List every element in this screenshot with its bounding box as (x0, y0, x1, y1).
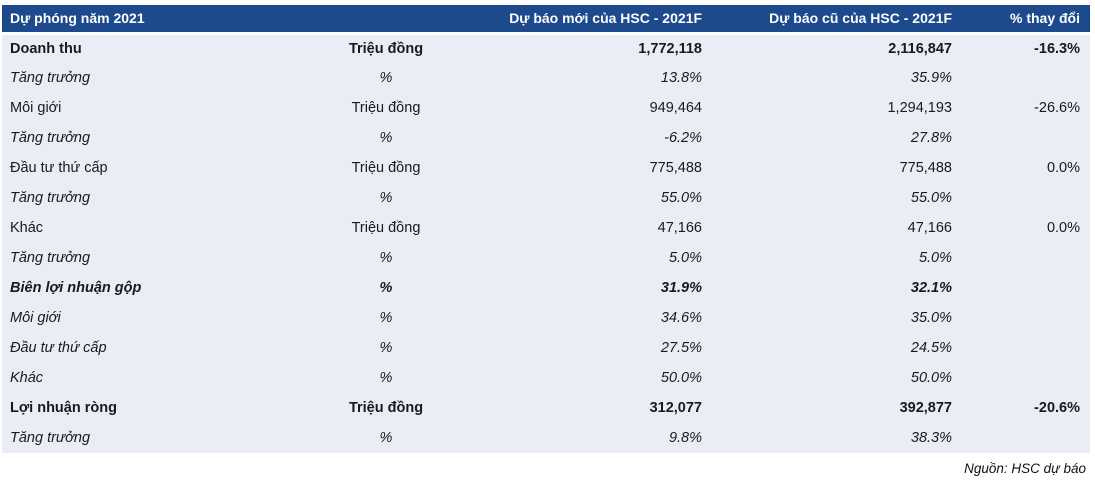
row-label: Đầu tư thứ cấp (2, 333, 307, 363)
row-unit: % (307, 123, 467, 153)
source-note: Nguồn: HSC dự báo (964, 461, 1086, 476)
table-row: Khác Triệu đồng 47,166 47,166 0.0% (2, 213, 1090, 243)
table-row: Biên lợi nhuận gộp% 31.9% 32.1% (2, 273, 1090, 303)
row-label: Tăng trưởng (2, 123, 307, 153)
row-unit: Triệu đồng (307, 213, 467, 243)
row-new-value: 13.8% (467, 63, 712, 93)
row-unit: Triệu đồng (307, 93, 467, 123)
row-new-value: 5.0% (467, 243, 712, 273)
row-unit: Triệu đồng (307, 393, 467, 423)
row-new-value: -6.2% (467, 123, 712, 153)
row-label: Khác (2, 363, 307, 393)
row-change-value (962, 363, 1090, 393)
row-new-value: 27.5% (467, 333, 712, 363)
row-new-value: 9.8% (467, 423, 712, 453)
header-row: Dự phóng năm 2021 Dự báo mới của HSC - 2… (2, 5, 1090, 35)
table-row: Tăng trưởng% 9.8% 38.3% (2, 423, 1090, 453)
row-old-value: 50.0% (712, 363, 962, 393)
row-new-value: 775,488 (467, 153, 712, 183)
row-old-value: 1,294,193 (712, 93, 962, 123)
row-change-value (962, 303, 1090, 333)
row-old-value: 5.0% (712, 243, 962, 273)
header-percent-change: % thay đổi (962, 5, 1090, 35)
forecast-table-body: Doanh thu Triệu đồng 1,772,118 2,116,847 -16… (2, 33, 1090, 453)
table-row: Môi giới Triệu đồng 949,464 1,294,193 -26.6% (2, 93, 1090, 123)
row-new-value: 55.0% (467, 183, 712, 213)
row-old-value: 38.3% (712, 423, 962, 453)
table-row: Môi giới% 34.6% 35.0% (2, 303, 1090, 333)
row-label: Biên lợi nhuận gộp (2, 273, 307, 303)
forecast-table: Dự phóng năm 2021 Dự báo mới của HSC - 2… (2, 5, 1090, 453)
row-unit: % (307, 363, 467, 393)
table-row: Tăng trưởng% 5.0% 5.0% (2, 243, 1090, 273)
row-unit: % (307, 183, 467, 213)
table-row: Lợi nhuận ròng Triệu đồng 312,077 392,877 -2… (2, 393, 1090, 423)
header-unit-column (307, 5, 467, 35)
row-new-value: 31.9% (467, 273, 712, 303)
row-label: Môi giới (2, 303, 307, 333)
row-change-value (962, 63, 1090, 93)
table-row: Doanh thu Triệu đồng 1,772,118 2,116,847 -16… (2, 33, 1090, 63)
row-unit: Triệu đồng (307, 153, 467, 183)
row-old-value: 24.5% (712, 333, 962, 363)
table-row: Tăng trưởng% 13.8% 35.9% (2, 63, 1090, 93)
row-new-value: 34.6% (467, 303, 712, 333)
row-unit: % (307, 63, 467, 93)
row-old-value: 32.1% (712, 273, 962, 303)
row-new-value: 949,464 (467, 93, 712, 123)
row-old-value: 775,488 (712, 153, 962, 183)
row-new-value: 1,772,118 (467, 33, 712, 63)
row-unit: % (307, 303, 467, 333)
row-label: Tăng trưởng (2, 423, 307, 453)
row-old-value: 47,166 (712, 213, 962, 243)
row-label: Đầu tư thứ cấp (2, 153, 307, 183)
row-label: Khác (2, 213, 307, 243)
row-old-value: 35.9% (712, 63, 962, 93)
row-new-value: 312,077 (467, 393, 712, 423)
row-old-value: 2,116,847 (712, 33, 962, 63)
row-new-value: 50.0% (467, 363, 712, 393)
row-old-value: 392,877 (712, 393, 962, 423)
row-label: Môi giới (2, 93, 307, 123)
table-row: Đầu tư thứ cấp% 27.5% 24.5% (2, 333, 1090, 363)
table-row: Khác% 50.0% 50.0% (2, 363, 1090, 393)
row-change-value (962, 123, 1090, 153)
table-row: Tăng trưởng% -6.2% 27.8% (2, 123, 1090, 153)
row-unit: % (307, 423, 467, 453)
header-new-forecast: Dự báo mới của HSC - 2021F (467, 5, 712, 35)
row-label: Tăng trưởng (2, 243, 307, 273)
row-label: Lợi nhuận ròng (2, 393, 307, 423)
row-unit: % (307, 273, 467, 303)
table-row: Đầu tư thứ cấp Triệu đồng 775,488 775,488 0.… (2, 153, 1090, 183)
header-title: Dự phóng năm 2021 (2, 5, 307, 35)
row-change-value: 0.0% (962, 213, 1090, 243)
row-change-value (962, 273, 1090, 303)
row-change-value (962, 423, 1090, 453)
row-label: Doanh thu (2, 33, 307, 63)
row-old-value: 27.8% (712, 123, 962, 153)
row-change-value (962, 333, 1090, 363)
row-change-value: -26.6% (962, 93, 1090, 123)
forecast-table-header: Dự phóng năm 2021 Dự báo mới của HSC - 2… (2, 5, 1090, 35)
row-change-value (962, 183, 1090, 213)
row-unit: Triệu đồng (307, 33, 467, 63)
row-change-value: -16.3% (962, 33, 1090, 63)
row-old-value: 35.0% (712, 303, 962, 333)
row-change-value (962, 243, 1090, 273)
row-unit: % (307, 243, 467, 273)
row-label: Tăng trưởng (2, 183, 307, 213)
header-old-forecast: Dự báo cũ của HSC - 2021F (712, 5, 962, 35)
row-label: Tăng trưởng (2, 63, 307, 93)
row-change-value: -20.6% (962, 393, 1090, 423)
row-change-value: 0.0% (962, 153, 1090, 183)
row-old-value: 55.0% (712, 183, 962, 213)
row-new-value: 47,166 (467, 213, 712, 243)
row-unit: % (307, 333, 467, 363)
table-row: Tăng trưởng% 55.0% 55.0% (2, 183, 1090, 213)
